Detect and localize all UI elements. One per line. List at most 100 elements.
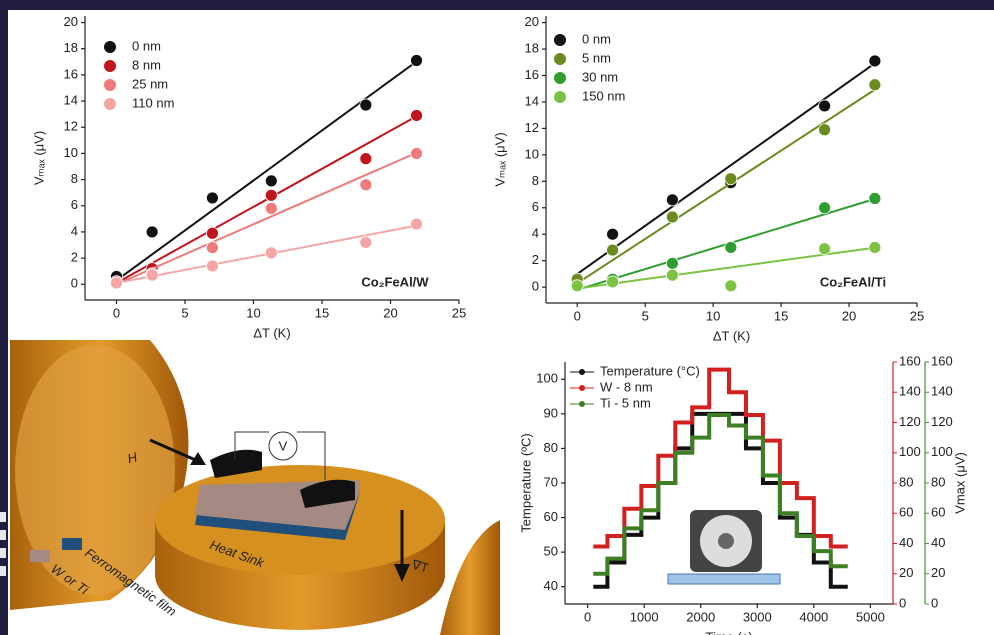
annotation: Co₂FeAl/Ti (820, 274, 886, 289)
x-axis-label: ΔT (K) (713, 328, 750, 343)
x-tick-label: 5 (181, 305, 188, 320)
y-tick-label: 20 (64, 14, 78, 29)
legend-swatch-metal (30, 550, 50, 562)
legend-label: 0 nm (582, 31, 611, 46)
y3-tick-label: 0 (931, 595, 938, 610)
x-tick-label: 25 (452, 305, 466, 320)
data-point (265, 202, 277, 214)
y-tick-label: 14 (64, 93, 78, 108)
y-tick-label: 18 (525, 41, 539, 56)
data-point (206, 192, 218, 204)
data-point (206, 227, 218, 239)
data-point (869, 79, 881, 91)
y-axis-label: Temperature (ºC) (518, 433, 533, 532)
y-tick-label: 50 (544, 544, 558, 559)
legend-marker (579, 401, 585, 407)
data-point (411, 147, 423, 159)
data-point (869, 241, 881, 253)
y-tick-label: 60 (544, 509, 558, 524)
x-tick-label: 15 (774, 308, 788, 323)
y-tick-label: 0 (532, 279, 539, 294)
y-tick-label: 0 (71, 276, 78, 291)
figure: H V Heat Sink ∇T Ferromagnetic film W or… (0, 0, 994, 635)
data-point (146, 269, 158, 281)
x-tick-label: 10 (246, 305, 260, 320)
data-point (666, 257, 678, 269)
data-point (607, 244, 619, 256)
y-tick-label: 70 (544, 474, 558, 489)
data-point (206, 242, 218, 254)
y3-axis-label: Vmax (μV) (952, 452, 967, 514)
legend-label: 30 nm (582, 69, 618, 84)
legend-marker (579, 369, 585, 375)
y-tick-label: 8 (532, 173, 539, 188)
x-axis-label: Time (s) (705, 629, 752, 635)
y-tick-label: 6 (71, 197, 78, 212)
x-tick-label: 5 (642, 308, 649, 323)
data-point (819, 202, 831, 214)
legend-label: 5 nm (582, 50, 611, 65)
data-point (360, 153, 372, 165)
y3-tick-label: 140 (931, 384, 953, 399)
data-point (819, 100, 831, 112)
legend-marker (104, 60, 116, 72)
y-tick-label: 12 (64, 119, 78, 134)
x-tick-label: 4000 (799, 609, 828, 624)
data-point (206, 260, 218, 272)
legend-label: 150 nm (582, 88, 625, 103)
y3-tick-label: 100 (931, 444, 953, 459)
legend-marker (554, 34, 566, 46)
legend-label: 110 nm (132, 95, 174, 110)
x-tick-label: 15 (315, 305, 329, 320)
data-point (607, 276, 619, 288)
y-tick-label: 16 (525, 67, 539, 82)
y2-tick-label: 160 (899, 353, 921, 368)
y2-tick-label: 20 (899, 565, 913, 580)
y-tick-label: 10 (525, 146, 539, 161)
voltmeter-label: V (279, 438, 288, 453)
y2-tick-label: 80 (899, 474, 913, 489)
y-tick-label: 12 (525, 120, 539, 135)
data-point (360, 99, 372, 111)
data-point (411, 109, 423, 121)
y2-tick-label: 0 (899, 595, 906, 610)
data-point (666, 194, 678, 206)
x-tick-label: 0 (584, 609, 591, 624)
y-tick-label: 4 (71, 223, 78, 238)
x-tick-label: 0 (574, 308, 581, 323)
y3-tick-label: 40 (931, 535, 945, 550)
data-point (666, 211, 678, 223)
legend-label: 25 nm (132, 76, 168, 91)
y-axis-label: Vₘₐₓ (μV) (492, 132, 507, 186)
legend-label: 0 nm (132, 38, 161, 53)
x-tick-label: 3000 (743, 609, 772, 624)
data-point (146, 226, 158, 238)
x-tick-label: 0 (113, 305, 120, 320)
data-point (869, 193, 881, 205)
y-tick-label: 2 (532, 252, 539, 267)
y-tick-label: 18 (64, 40, 78, 55)
annotation: Co₂FeAl/W (361, 274, 429, 289)
legend-marker (579, 385, 585, 391)
legend-marker (104, 41, 116, 53)
legend-marker (554, 91, 566, 103)
data-point (869, 55, 881, 67)
data-point (819, 124, 831, 136)
y2-tick-label: 140 (899, 384, 921, 399)
legend-label: Ti - 5 nm (600, 395, 651, 410)
x-tick-label: 20 (383, 305, 397, 320)
y-tick-label: 8 (71, 171, 78, 186)
data-point (360, 179, 372, 191)
x-tick-label: 25 (910, 308, 924, 323)
data-point (265, 175, 277, 187)
data-point (265, 247, 277, 259)
legend-label: 8 nm (132, 57, 161, 72)
data-point (411, 218, 423, 230)
data-point (725, 241, 737, 253)
x-axis-label: ΔT (K) (253, 325, 290, 340)
y3-tick-label: 120 (931, 414, 953, 429)
y2-tick-label: 120 (899, 414, 921, 429)
y-tick-label: 80 (544, 440, 558, 455)
y-tick-label: 20 (525, 14, 539, 29)
y3-tick-label: 60 (931, 505, 945, 520)
